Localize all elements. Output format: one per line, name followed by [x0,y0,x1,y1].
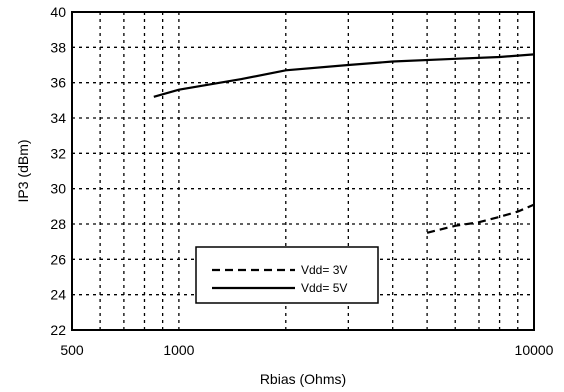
x-axis-label: Rbias (Ohms) [260,371,346,387]
y-tick-label: 30 [50,181,66,197]
x-tick-label: 10000 [515,342,554,358]
series-line [426,203,535,234]
legend-entry-label: Vdd= 3V [301,263,347,277]
y-tick-label: 26 [50,251,66,267]
series-line [153,53,535,98]
y-tick-labels: 22 24 26 28 30 32 34 36 38 40 [50,4,66,338]
y-tick-label: 40 [50,4,66,20]
y-tick-label: 38 [50,39,66,55]
y-axis-label: IP3 (dBm) [15,139,31,202]
legend: Vdd= 3V Vdd= 5V [195,246,379,304]
x-tick-labels: 500 1000 10000 [60,342,553,358]
y-tick-label: 24 [50,287,66,303]
x-tick-label: 500 [60,342,84,358]
legend-box [195,246,379,304]
y-tick-label: 36 [50,75,66,91]
y-tick-label: 34 [50,110,66,126]
grid [72,12,534,330]
y-tick-label: 28 [50,216,66,232]
plot-frame [71,11,535,331]
y-tick-label: 32 [50,145,66,161]
legend-entry-label: Vdd= 5V [301,281,347,295]
series-lines [153,53,535,234]
x-tick-label: 1000 [163,342,194,358]
y-tick-label: 22 [50,322,66,338]
